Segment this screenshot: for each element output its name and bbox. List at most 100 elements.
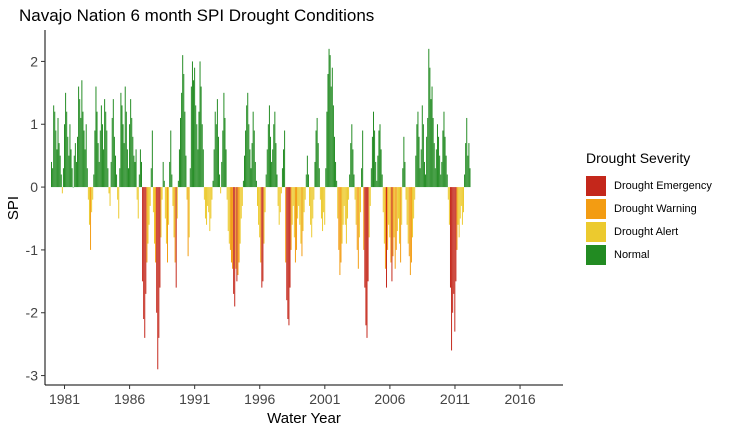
spi-bar: [97, 143, 99, 188]
spi-bar: [225, 149, 227, 188]
spi-bar: [388, 187, 390, 225]
y-tick-label: -2: [26, 305, 39, 321]
legend: Drought Severity Drought Emergency Drough…: [586, 150, 712, 266]
spi-bar: [395, 187, 397, 250]
spi-bar: [403, 136, 405, 188]
spi-bar: [286, 187, 288, 301]
spi-bar: [215, 124, 217, 188]
spi-bar: [155, 187, 157, 263]
spi-bar: [75, 161, 77, 188]
spi-bar: [324, 187, 326, 225]
spi-bar: [430, 99, 432, 188]
spi-bar: [217, 136, 219, 188]
spi-bar: [114, 155, 116, 188]
spi-bar: [287, 187, 289, 320]
spi-bar: [110, 161, 112, 188]
spi-bar: [96, 111, 98, 188]
spi-bar: [129, 124, 131, 188]
spi-bar: [313, 187, 315, 200]
spi-bar: [464, 174, 466, 188]
spi-bar: [240, 187, 242, 219]
spi-bar: [418, 136, 420, 188]
x-tick-label: 2016: [504, 391, 535, 407]
spi-bar: [292, 187, 294, 206]
spi-bar: [368, 187, 370, 238]
spi-bar: [338, 187, 340, 250]
spi-bar: [262, 187, 264, 282]
spi-bar: [390, 187, 392, 263]
spi-bar: [133, 155, 135, 188]
spi-bar: [460, 187, 462, 206]
spi-bar: [71, 168, 73, 188]
spi-bar: [58, 143, 60, 188]
spi-bar: [428, 48, 430, 188]
spi-bar: [169, 161, 171, 188]
spi-bar: [132, 136, 134, 188]
spi-bar: [413, 187, 415, 219]
spi-bar: [279, 187, 281, 213]
spi-bar: [255, 180, 257, 188]
legend-label: Drought Alert: [614, 225, 679, 238]
spi-bar: [280, 187, 282, 194]
spi-bar: [266, 149, 268, 188]
spi-bar: [145, 187, 147, 294]
spi-bar: [417, 111, 419, 188]
spi-bar: [426, 136, 428, 188]
spi-bar: [353, 174, 355, 188]
spi-bar: [443, 111, 445, 188]
spi-bar: [216, 99, 218, 188]
spi-bar: [223, 92, 225, 188]
spi-bar: [197, 149, 199, 188]
spi-bar: [326, 111, 328, 188]
spi-bar: [330, 86, 332, 188]
spi-bar: [175, 187, 177, 288]
bars-layer: [51, 48, 471, 370]
spi-bar: [61, 187, 63, 194]
spi-bar: [206, 187, 208, 225]
spi-bar: [246, 105, 248, 188]
spi-bar: [101, 124, 103, 188]
spi-bar: [249, 149, 251, 188]
spi-bar: [425, 174, 427, 188]
spi-bar: [465, 143, 467, 188]
spi-bar: [209, 187, 211, 232]
legend-swatch: [586, 198, 606, 219]
spi-bar: [238, 187, 240, 263]
spi-bar: [121, 105, 123, 188]
spi-bar: [253, 130, 255, 188]
spi-bar: [106, 130, 108, 188]
spi-bar: [136, 187, 138, 200]
spi-bar: [219, 174, 221, 188]
spi-bar: [342, 187, 344, 225]
spi-bar: [157, 187, 159, 370]
legend-item: Normal: [586, 243, 712, 266]
spi-bar: [184, 111, 186, 188]
y-ticks-layer: -3 -2 -1 0 1 2: [26, 53, 45, 384]
spi-bar: [116, 174, 118, 188]
spi-bar: [247, 92, 249, 188]
spi-bar: [130, 99, 132, 188]
spi-bar: [421, 105, 423, 188]
spi-bar: [135, 149, 137, 188]
spi-bar: [56, 149, 58, 188]
spi-bar: [463, 187, 464, 213]
spi-bar: [434, 168, 436, 188]
spi-bar: [367, 187, 369, 282]
spi-bar: [294, 187, 296, 263]
spi-bar: [306, 155, 308, 188]
spi-bar: [87, 187, 89, 200]
spi-bar: [440, 174, 442, 188]
spi-bar: [412, 187, 414, 238]
spi-bar: [293, 187, 295, 238]
spi-bar: [406, 187, 408, 225]
spi-bar: [196, 124, 198, 188]
legend-label: Drought Emergency: [614, 179, 712, 192]
spi-bar: [301, 187, 303, 257]
spi-bar: [376, 180, 378, 188]
spi-bar: [170, 130, 172, 188]
spi-bar: [119, 168, 121, 188]
spi-bar: [69, 124, 71, 188]
spi-bar: [458, 187, 460, 238]
spi-bar: [55, 130, 57, 188]
spi-bar: [332, 105, 334, 188]
